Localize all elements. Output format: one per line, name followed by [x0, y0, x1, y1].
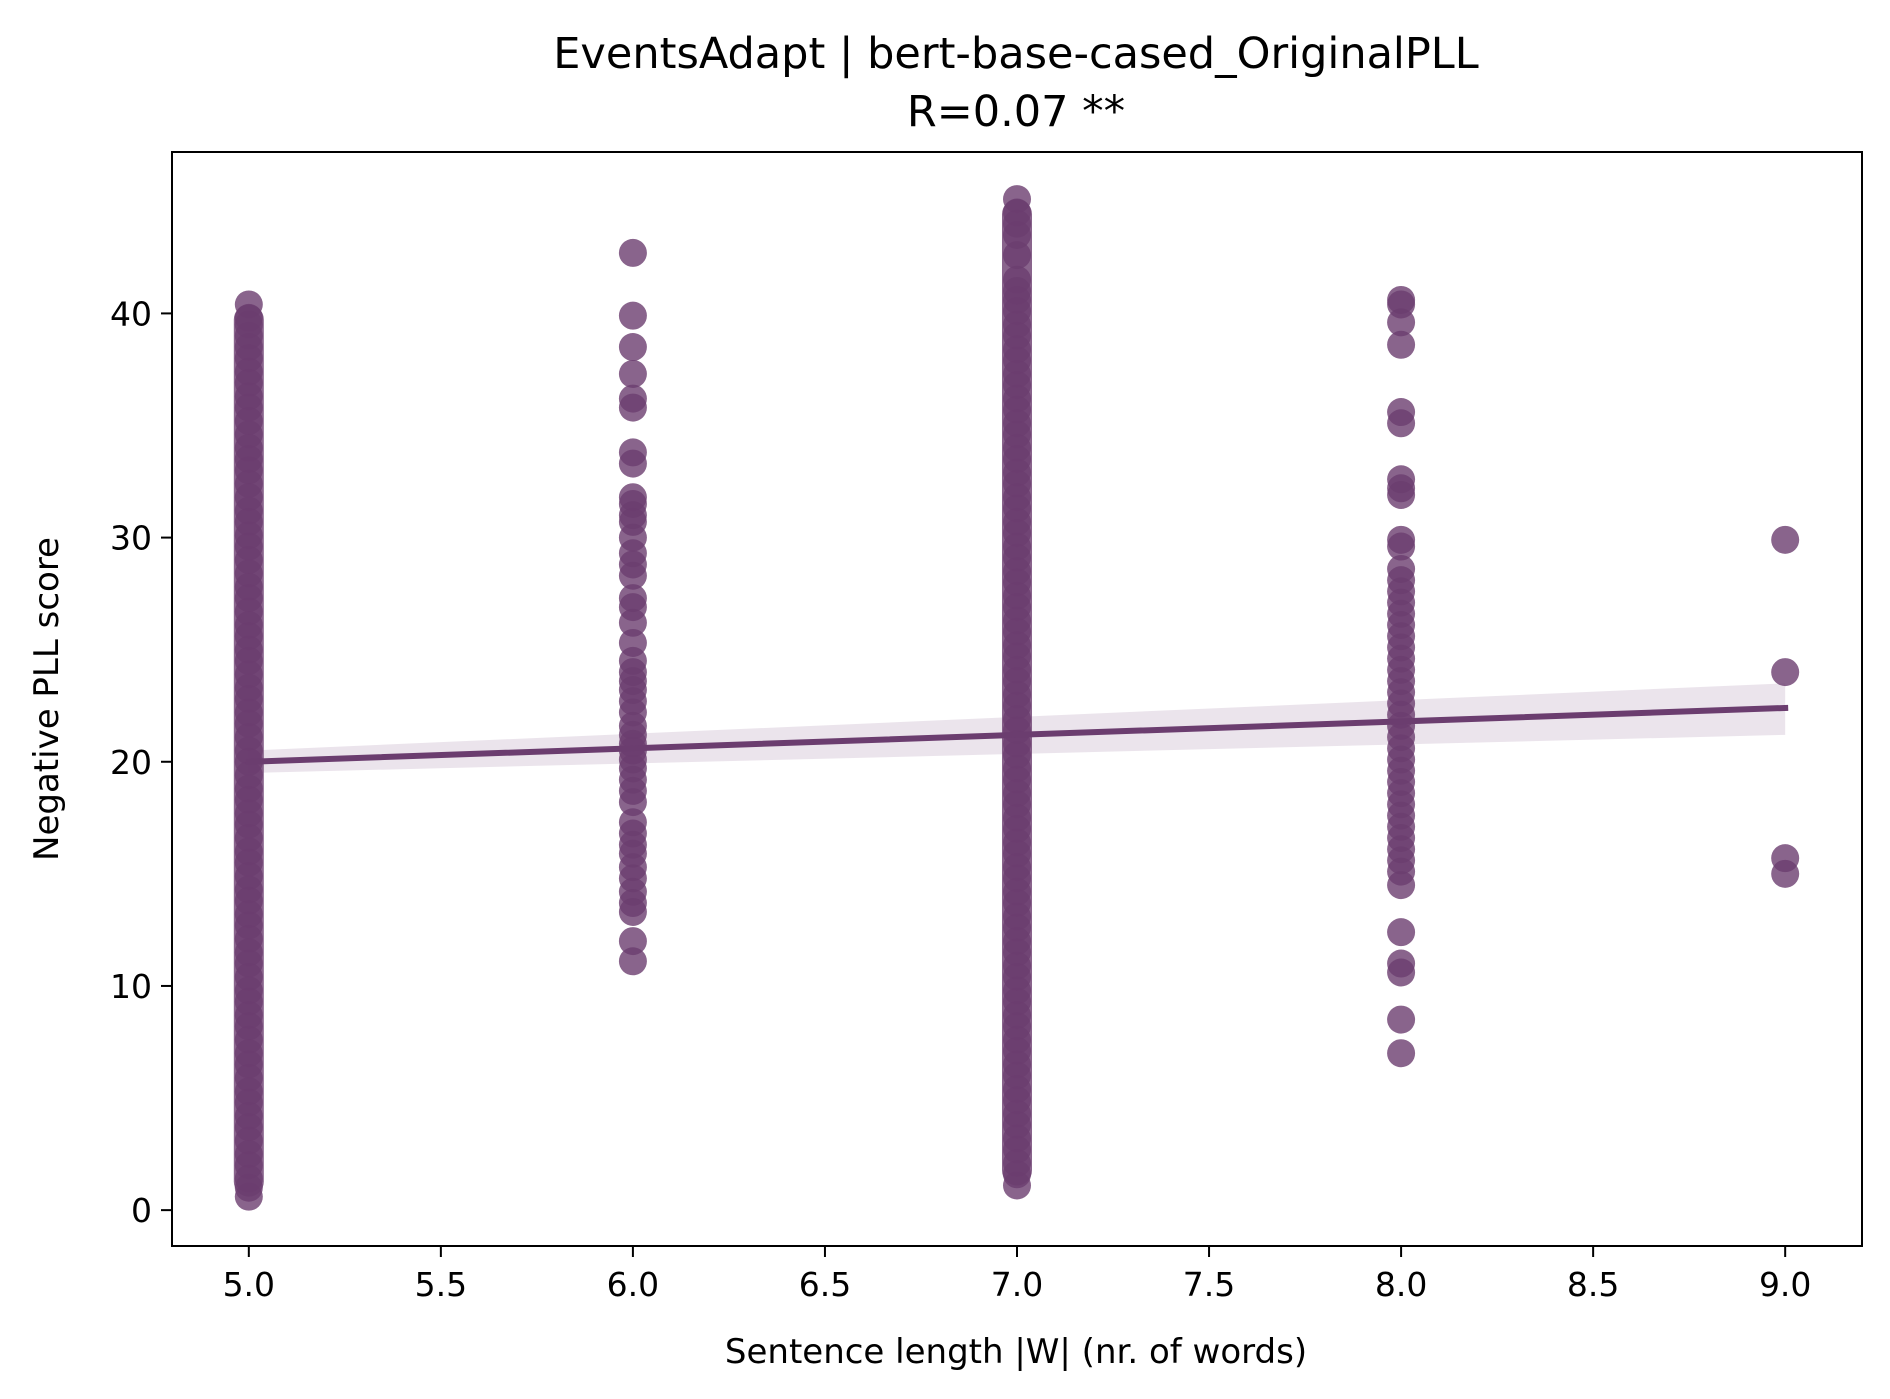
- x-tick-label: 9.0: [1759, 1265, 1811, 1304]
- data-point: [618, 947, 647, 976]
- regression-line: [245, 704, 1789, 765]
- x-tick-label: 6.5: [799, 1265, 851, 1304]
- chart-subtitle: R=0.07 **: [907, 87, 1125, 137]
- y-tick-label: 0: [131, 1191, 152, 1230]
- data-point: [1771, 658, 1800, 687]
- x-axis-ticks: 5.0 5.5 6.0 6.5 7.0 7.5 8.0 8.5 9.0: [223, 1246, 1811, 1304]
- data-point: [1771, 859, 1800, 888]
- y-tick-label: 30: [110, 519, 152, 558]
- data-point: [1003, 1171, 1031, 1200]
- data-point: [618, 608, 647, 637]
- data-point: [1387, 1005, 1416, 1034]
- x-tick-label: 5.0: [223, 1265, 275, 1304]
- x-tick-label: 7.0: [991, 1265, 1043, 1304]
- data-point: [1387, 308, 1416, 337]
- data-point: [1387, 409, 1416, 438]
- chart-title: EventsAdapt | bert-base-cased_OriginalPL…: [553, 29, 1478, 79]
- data-point: [618, 449, 647, 478]
- data-point: [1771, 525, 1800, 554]
- x-tick-label: 7.5: [1183, 1265, 1235, 1304]
- data-point: [1003, 220, 1031, 249]
- x-tick-label: 8.0: [1375, 1265, 1427, 1304]
- y-tick-label: 10: [110, 967, 152, 1006]
- data-point: [618, 301, 647, 330]
- data-point: [618, 238, 647, 267]
- data-point: [618, 561, 647, 590]
- y-tick-label: 20: [110, 743, 152, 782]
- y-axis-label: Negative PLL score: [27, 537, 67, 861]
- y-axis-ticks: 0 10 20 30 40: [110, 294, 172, 1230]
- data-point: [618, 897, 647, 926]
- y-tick-label: 40: [110, 294, 152, 333]
- data-points: [233, 185, 1800, 1211]
- data-point: [1387, 330, 1416, 359]
- data-point: [618, 393, 647, 422]
- data-point: [618, 333, 647, 362]
- data-point: [234, 1182, 263, 1211]
- x-tick-label: 8.5: [1567, 1265, 1619, 1304]
- data-point: [1387, 918, 1416, 947]
- x-tick-label: 6.0: [607, 1265, 659, 1304]
- fit-line: [245, 704, 1789, 765]
- x-tick-label: 5.5: [415, 1265, 467, 1304]
- x-axis-label: Sentence length |W| (nr. of words): [725, 1332, 1307, 1372]
- data-point: [1387, 958, 1416, 987]
- data-point: [618, 359, 647, 388]
- data-point: [1387, 532, 1416, 561]
- data-point: [1387, 871, 1416, 900]
- data-point: [618, 927, 647, 956]
- data-point: [1387, 1039, 1416, 1068]
- data-point: [1003, 241, 1031, 270]
- data-point: [1387, 480, 1416, 509]
- data-point: [618, 788, 647, 817]
